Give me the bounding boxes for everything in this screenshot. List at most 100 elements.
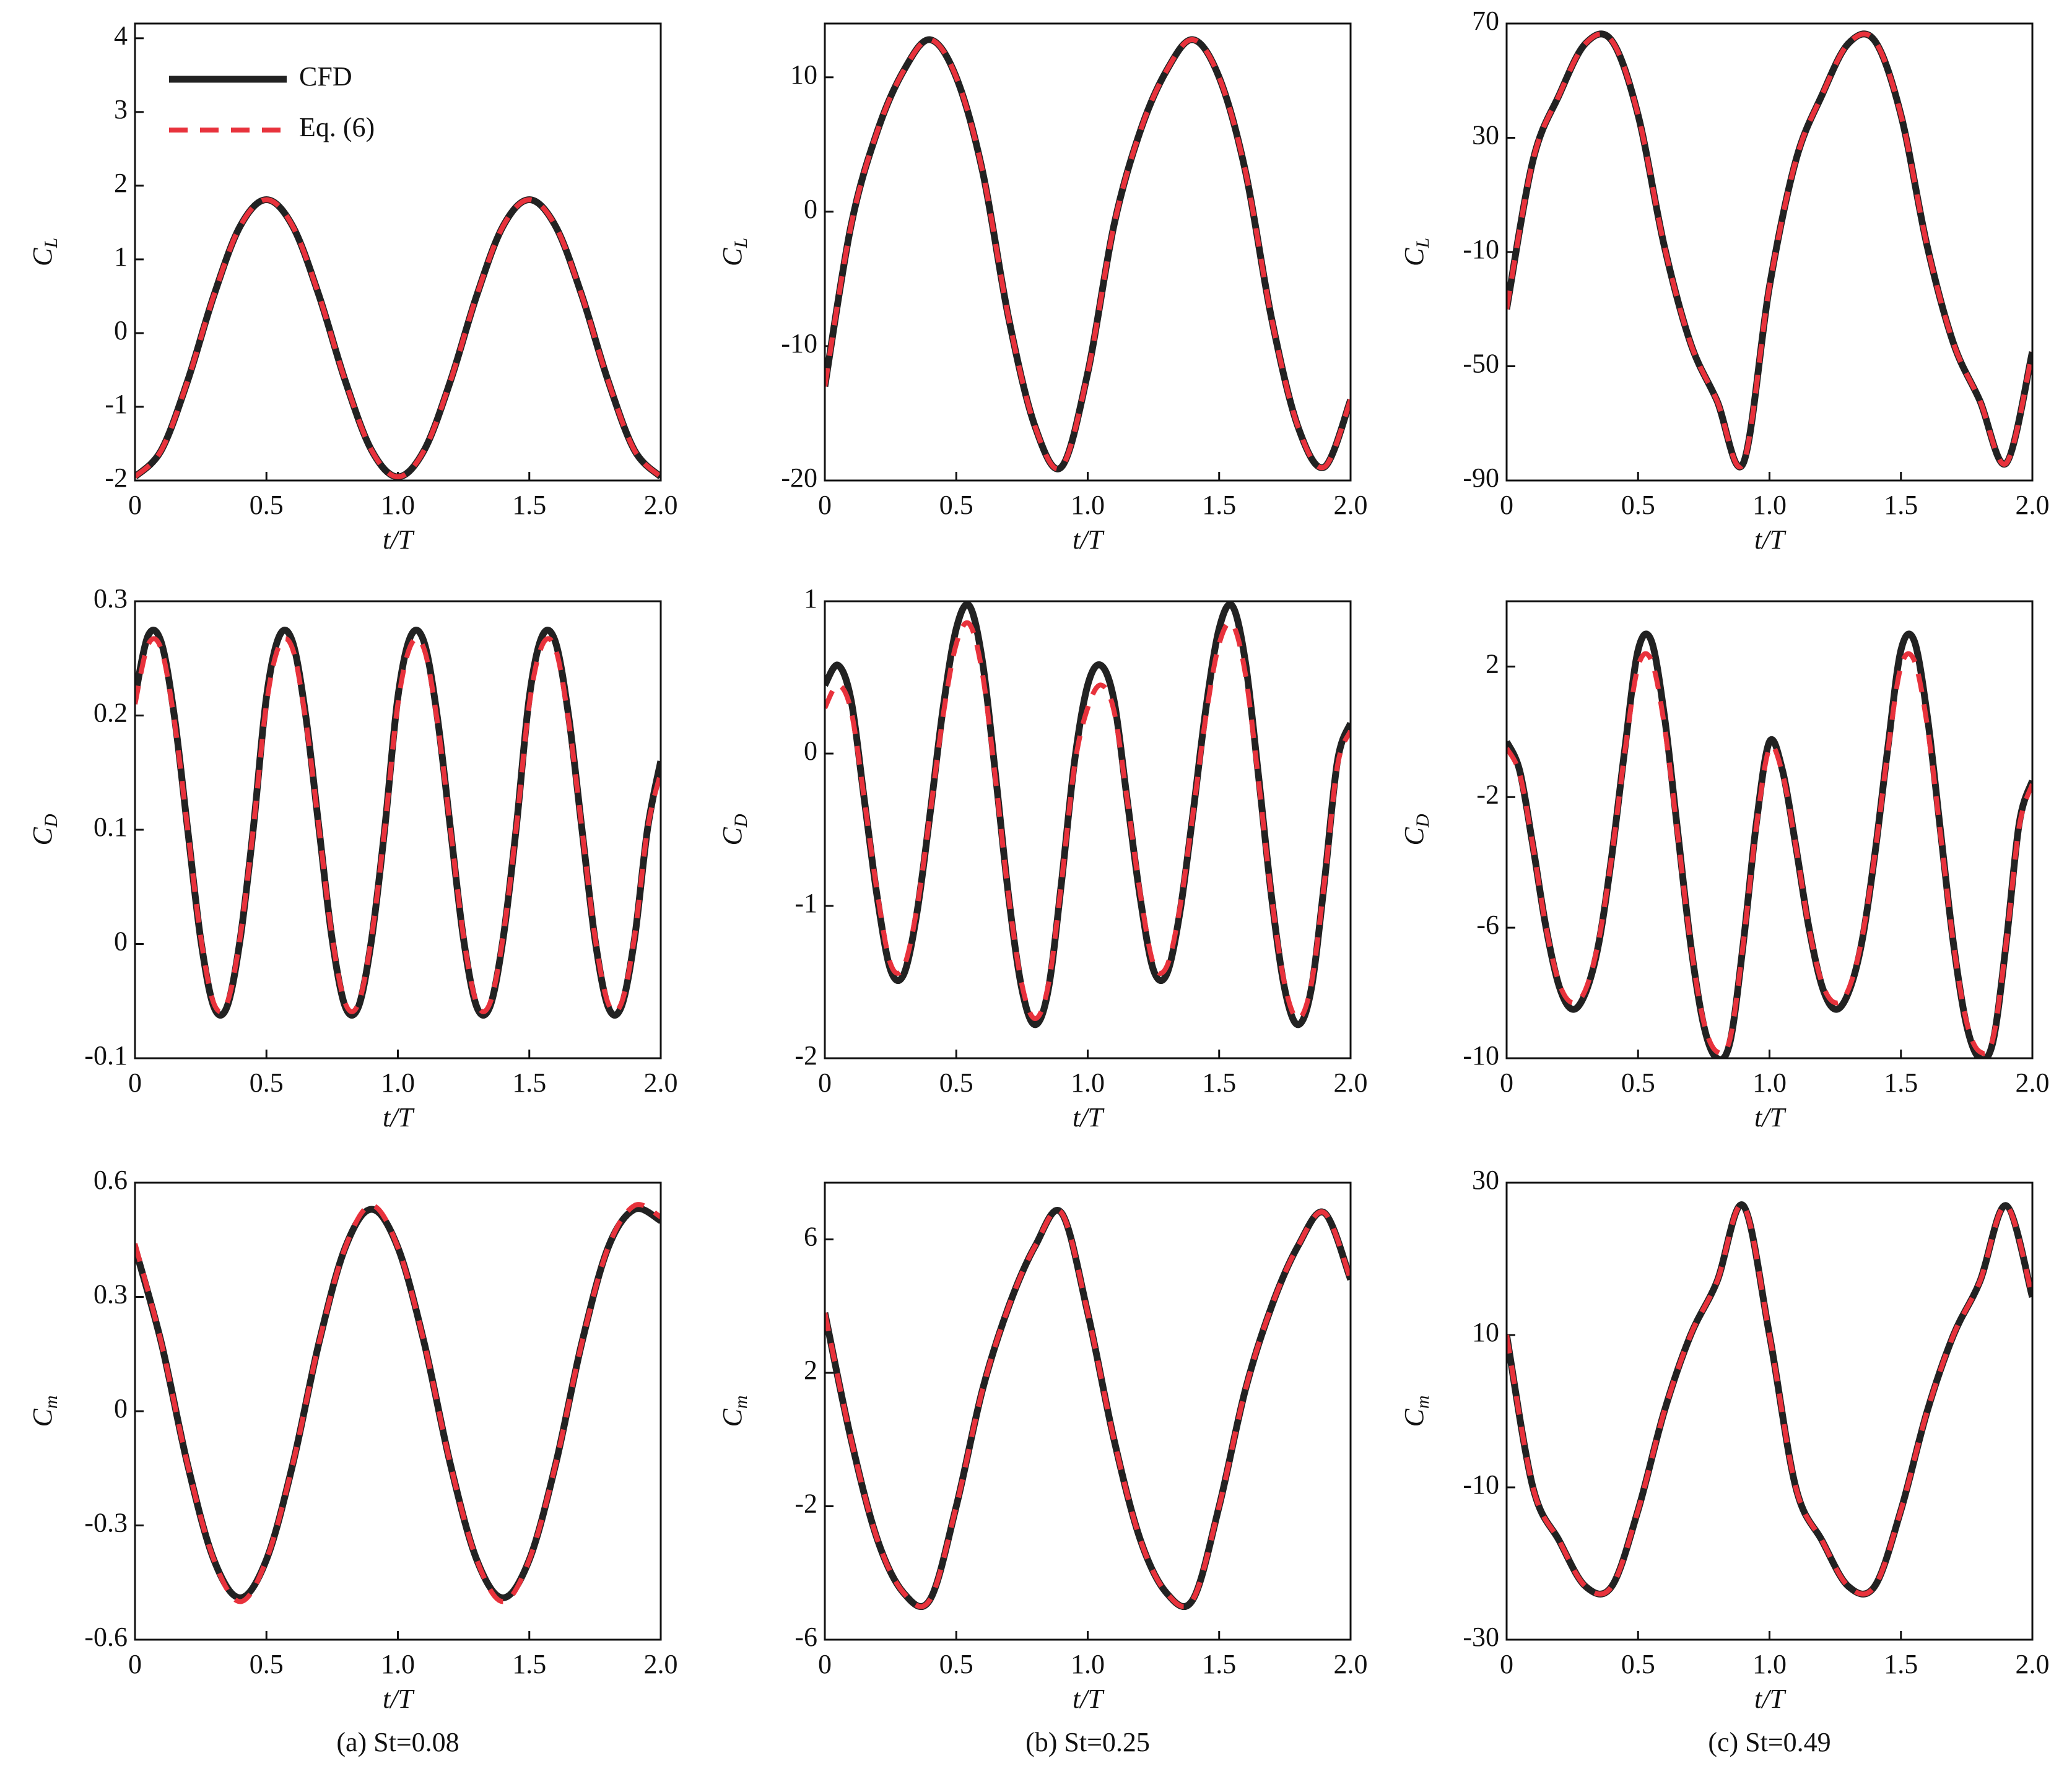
y-tick-label: -0.1 <box>84 1040 128 1071</box>
x-tick-label: 2.0 <box>2016 1068 2050 1098</box>
plot-frame <box>134 600 662 1059</box>
y-tick-label: 3 <box>114 94 128 124</box>
y-axis-label: CD <box>1399 814 1433 845</box>
x-axis-label: t/T <box>1073 1684 1105 1714</box>
y-tick-label: 0.1 <box>94 812 128 842</box>
caption: (b) St=0.25 <box>1025 1727 1150 1757</box>
plot-frame <box>1505 600 2034 1059</box>
y-tick-label: 0 <box>804 194 817 224</box>
x-axis-label: t/T <box>1754 1102 1787 1133</box>
x-tick-label: 0 <box>1500 490 1513 520</box>
x-tick-label: 0 <box>818 1068 832 1098</box>
y-axis-label-main: C <box>1399 1409 1429 1427</box>
x-tick-label: 2.0 <box>1334 490 1368 520</box>
y-axis-label-main: C <box>1399 248 1429 266</box>
series-line <box>1507 1202 2032 1597</box>
y-tick-label: 0.6 <box>94 1165 128 1195</box>
y-axis-label-main: C <box>27 248 58 266</box>
y-tick-label: -90 <box>1463 463 1499 493</box>
y-axis-label: CD <box>717 814 751 845</box>
y-tick-label: 0 <box>804 736 817 766</box>
y-tick-label: 30 <box>1472 120 1499 150</box>
y-axis-label-main: C <box>27 827 58 846</box>
x-tick-label: 0.5 <box>1621 1649 1655 1679</box>
panel: 0 0.5 1.0 1.5 2.0 -20 -10 0 10 t/T CL <box>717 22 1368 555</box>
y-axis-label: Cm <box>1399 1395 1433 1427</box>
y-tick-label: -10 <box>1463 1040 1499 1071</box>
panel: 0 0.5 1.0 1.5 2.0 -30 -10 10 30 t/T Cm (c) St=0.49 <box>1399 1165 2049 1757</box>
plot-frame <box>134 22 662 482</box>
x-axis-label: t/T <box>1073 524 1105 555</box>
x-tick-label: 1.0 <box>381 1068 415 1098</box>
series-line <box>825 620 1351 1022</box>
x-tick-label: 1.0 <box>1071 1068 1105 1098</box>
y-axis-label-sub: m <box>1413 1395 1433 1409</box>
y-tick-label: 70 <box>1472 6 1499 36</box>
x-tick-label: 0 <box>818 490 832 520</box>
x-tick-label: 0 <box>1500 1649 1513 1679</box>
y-axis-label-main: C <box>717 248 747 266</box>
plot-frame <box>824 22 1352 482</box>
y-tick-label: 2 <box>114 168 128 198</box>
y-axis-label-sub: L <box>731 238 751 249</box>
x-tick-label: 0.5 <box>939 1649 973 1679</box>
y-tick-label: 4 <box>114 20 128 51</box>
x-tick-label: 1.5 <box>1884 490 1918 520</box>
y-tick-label: -20 <box>781 463 817 493</box>
y-tick-label: 0.3 <box>94 1279 128 1310</box>
x-tick-label: 0 <box>1500 1068 1513 1098</box>
y-tick-label: 30 <box>1472 1165 1499 1195</box>
y-tick-label: -0.6 <box>84 1622 128 1652</box>
y-axis-label: Cm <box>717 1395 751 1427</box>
x-tick-label: 1.0 <box>1752 1649 1787 1679</box>
panel: 0 0.5 1.0 1.5 2.0 -2 -1 0 1 2 3 4 t/T CL CFD Eq. (6) <box>27 20 677 555</box>
series-line <box>135 197 661 480</box>
x-tick-label: 1.0 <box>1071 1649 1105 1679</box>
y-tick-label: 1 <box>804 583 817 614</box>
x-tick-label: 1.5 <box>1884 1649 1918 1679</box>
series-line <box>1507 31 2032 470</box>
panel: 0 0.5 1.0 1.5 2.0-0.100.10.20.3t/TCD <box>27 583 677 1133</box>
y-axis-label-sub: L <box>41 238 61 249</box>
panel: 0 0.5 1.0 1.5 2.0 -2 -1 0 1 t/T CD <box>717 583 1367 1133</box>
y-axis-label-main: C <box>1399 827 1429 846</box>
plot-frame <box>134 1181 662 1641</box>
x-axis-label: t/T <box>1754 524 1787 555</box>
plot-frame <box>824 1181 1352 1641</box>
y-tick-label: -2 <box>794 1040 817 1071</box>
x-tick-label: 1.5 <box>512 1068 546 1098</box>
y-tick-label: 0.3 <box>94 583 128 614</box>
y-tick-label: 2 <box>1486 649 1499 679</box>
y-axis-label-sub: D <box>731 814 751 828</box>
y-tick-label: 0 <box>114 1393 128 1424</box>
series-line <box>1507 1201 2032 1598</box>
y-tick-label: 0.2 <box>94 698 128 728</box>
x-tick-label: 1.5 <box>1202 1649 1236 1679</box>
y-tick-label: -0.3 <box>84 1508 128 1538</box>
panel: 0 0.5 1.0 1.5 2.0 -6 -2 2 6 t/T Cm (b) St=0.25 <box>717 1181 1368 1757</box>
x-tick-label: 0 <box>818 1649 832 1679</box>
y-axis-label-sub: m <box>731 1395 751 1409</box>
y-tick-label: -10 <box>1463 1469 1499 1500</box>
y-axis-label-sub: D <box>41 814 61 828</box>
plot-frame <box>1505 1181 2034 1641</box>
y-tick-label: -6 <box>794 1622 817 1652</box>
x-axis-label: t/T <box>1754 1684 1787 1714</box>
x-tick-label: 1.0 <box>1071 490 1105 520</box>
x-tick-label: 0 <box>128 1649 142 1679</box>
x-tick-label: 1.5 <box>1884 1068 1918 1098</box>
caption: (a) St=0.08 <box>336 1727 459 1757</box>
x-tick-label: 1.0 <box>1752 490 1787 520</box>
y-tick-label: -10 <box>1463 234 1499 264</box>
x-tick-label: 2.0 <box>644 1068 678 1098</box>
series-line <box>825 37 1351 472</box>
x-tick-label: 2.0 <box>2016 1649 2050 1679</box>
y-tick-label: -1 <box>105 389 128 419</box>
x-tick-label: 1.0 <box>381 490 415 520</box>
series-line <box>825 601 1351 1029</box>
panel: 0 0.5 1.0 1.5 2.0 -10 -6 -2 2 t/T CD <box>1399 600 2050 1133</box>
series-line <box>1507 630 2032 1058</box>
y-axis-label: CL <box>1399 238 1433 266</box>
x-axis-label: t/T <box>383 524 415 555</box>
